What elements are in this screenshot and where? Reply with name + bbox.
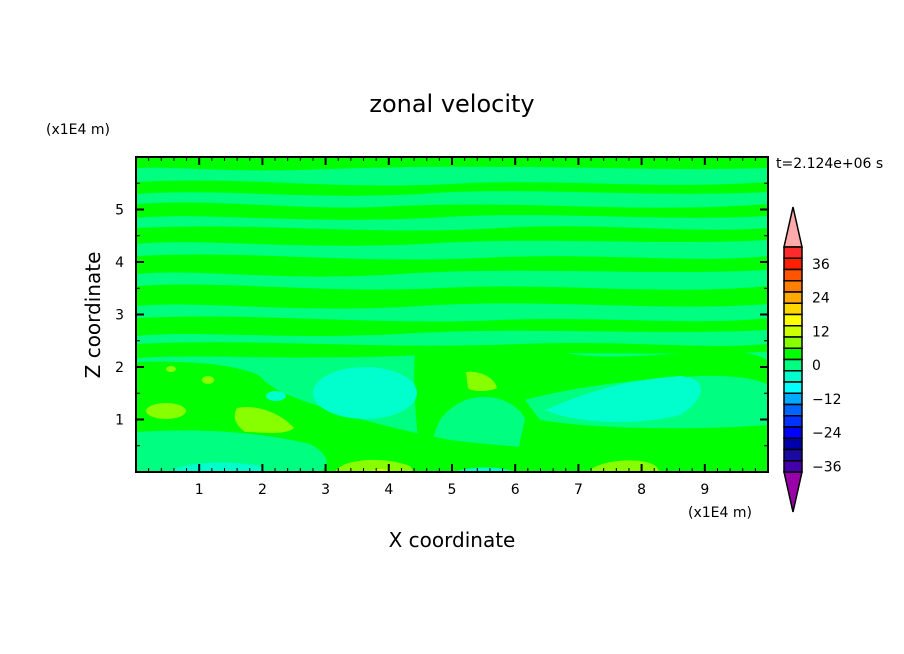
colorbar-swatch [783,347,803,361]
colorbar-tick-label: −36 [812,459,842,475]
x-tick-label: 5 [448,482,457,498]
y-unit-label: (x1E4 m) [46,122,110,138]
colorbar-swatch [783,415,803,428]
colorbar-tick-label: −24 [812,426,842,442]
colorbar-swatch [783,291,803,304]
x-axis-label: X coordinate [389,528,516,552]
x-tick-label: 8 [637,482,646,498]
axis-ticks: 1 2 3 4 5 6 7 8 9 1 2 3 4 5 [115,157,769,498]
colorbar-swatch [783,268,803,282]
colorbar-swatch [783,460,803,473]
colorbar-swatch [783,257,803,271]
colorbar-swatch [783,403,803,417]
x-tick-label: 4 [384,482,393,498]
colorbar-swatch [783,280,803,293]
colorbar-tick-label: −12 [812,392,842,408]
colorbar-swatch [783,336,803,349]
x-tick-label: 6 [511,482,520,498]
colorbar-swatch [783,246,803,259]
colorbar-swatch [783,381,803,394]
chart-title: zonal velocity [369,90,534,118]
y-tick-label: 1 [115,413,124,429]
y-tick-label: 4 [115,255,124,271]
x-tick-label: 2 [258,482,267,498]
colorbar-swatch [783,302,803,316]
colorbar-swatch [783,392,803,406]
y-tick-label: 2 [115,360,124,376]
colorbar-swatch [783,437,803,451]
colorbar-swatch [783,358,803,372]
x-unit-label: (x1E4 m) [688,505,752,521]
colorbar-tick-label: 36 [812,257,830,273]
colorbar-swatch [783,313,803,327]
x-tick-label: 1 [195,482,204,498]
colorbar-swatch [783,426,803,439]
colorbar-tick-label: 0 [812,358,821,374]
y-axis-label: Z coordinate [81,252,105,379]
x-tick-label: 7 [574,482,583,498]
colorbar-tick-label: 24 [812,291,830,307]
contour-bands-negative [170,367,701,472]
y-tick-label: 5 [115,203,124,219]
colorbar-swatch [783,325,803,338]
colorbar-tick-label: 12 [812,324,830,340]
x-tick-label: 3 [321,482,330,498]
colorbar-under-triangle [783,471,803,513]
x-tick-label: 9 [700,482,709,498]
y-tick-label: 3 [115,308,124,324]
time-label: t=2.124e+06 s [776,156,883,172]
colorbar-over-triangle [783,206,803,248]
colorbar-swatch [783,370,803,383]
colorbar: 36 24 12 0 −12 −24 −36 [783,206,842,513]
colorbar-swatch [783,448,803,462]
contour-field [136,157,768,472]
